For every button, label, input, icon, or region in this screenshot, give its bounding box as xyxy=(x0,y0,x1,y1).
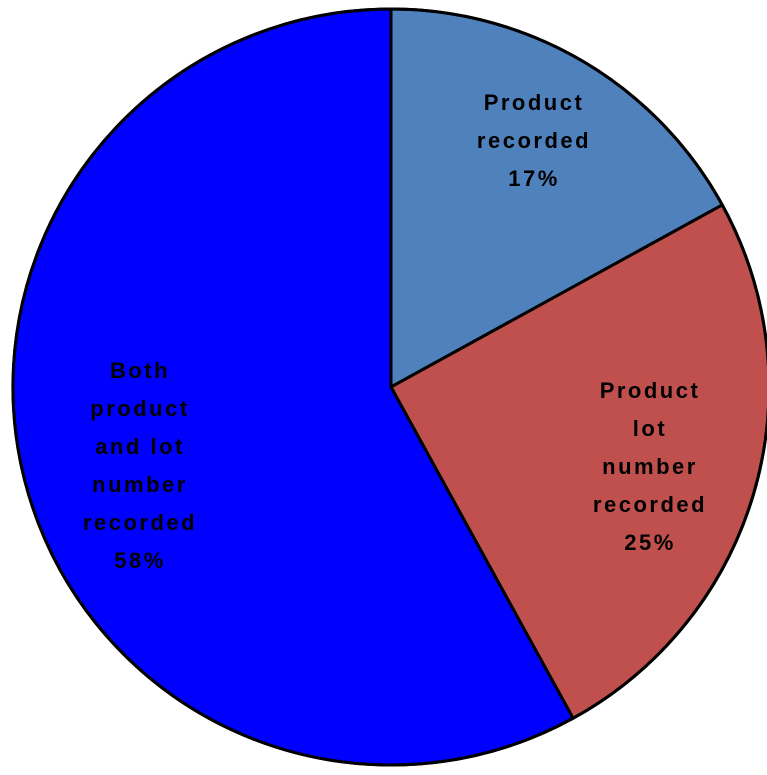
slice-label-3: Both product and lot number recorded 58% xyxy=(83,358,197,573)
pie-outline xyxy=(11,7,767,767)
slice-label-3-line: 58% xyxy=(114,548,166,573)
slice-label-2-line: Product xyxy=(600,378,701,403)
slice-label-3-line: recorded xyxy=(83,510,197,535)
slice-label-1-line: recorded xyxy=(477,128,591,153)
slice-label-2-line: number xyxy=(602,454,698,479)
slice-label-2-line: 25% xyxy=(624,530,676,555)
slice-label-1-line: Product xyxy=(484,90,585,115)
slice-label-1-line: 17% xyxy=(508,166,560,191)
slice-label-3-line: product xyxy=(90,396,189,421)
slice-label-2-line: recorded xyxy=(593,492,707,517)
slice-label-3-line: number xyxy=(92,472,188,497)
slice-label-1: Product recorded 17% xyxy=(477,90,591,191)
slices-layer xyxy=(11,7,767,767)
slice-label-3-line: Both xyxy=(110,358,170,383)
slice-label-3-line: and lot xyxy=(95,434,185,459)
slice-label-2-line: lot xyxy=(633,416,667,441)
labels-layer: Product recorded 17% Product lot number record… xyxy=(83,90,707,573)
slice-label-2: Product lot number recorded 25% xyxy=(593,378,707,555)
